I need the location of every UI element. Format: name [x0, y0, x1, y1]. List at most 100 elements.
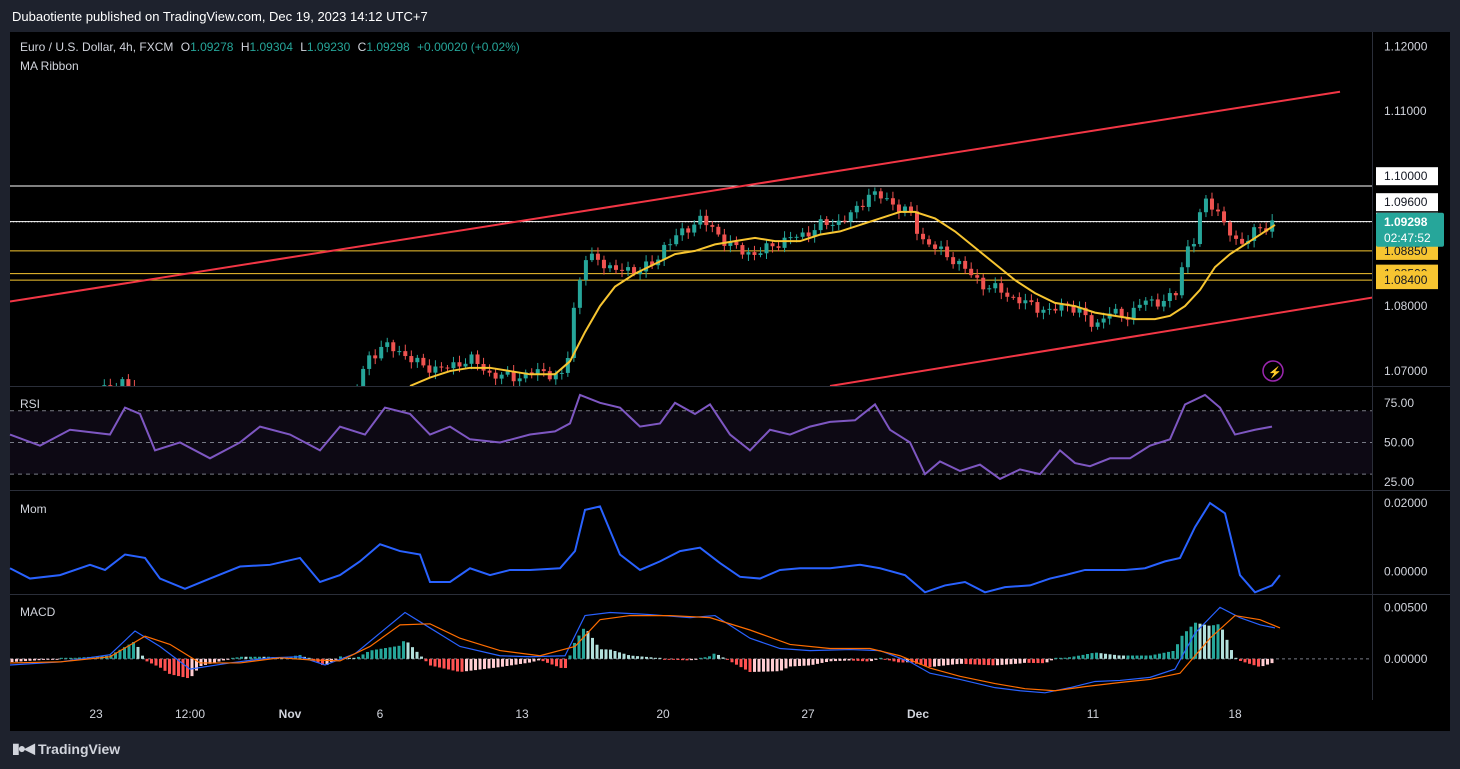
- candle-body: [908, 206, 913, 212]
- macd-histogram-bar: [222, 658, 225, 661]
- macd-histogram-bar: [946, 658, 950, 666]
- candle-body: [674, 235, 679, 245]
- price-level-label-bg: [1376, 193, 1438, 212]
- macd-histogram-bar: [213, 658, 216, 663]
- candle-body: [836, 220, 841, 225]
- macd-histogram-bar: [177, 658, 180, 677]
- macd-histogram-bar: [172, 658, 176, 676]
- mom-axis-tick: 0.00000: [1384, 565, 1428, 579]
- macd-histogram-bar: [856, 658, 860, 661]
- macd-histogram-bar: [1194, 622, 1197, 659]
- macd-histogram-bar: [811, 658, 815, 665]
- macd-histogram-bar: [483, 658, 486, 669]
- close-label: C: [357, 40, 367, 54]
- rsi-line: [9, 393, 1273, 481]
- macd-histogram-bar: [469, 658, 473, 671]
- macd-histogram-bar: [1059, 657, 1062, 659]
- candle-body: [601, 259, 606, 269]
- macd-pane-label[interactable]: MACD: [20, 605, 56, 619]
- macd-histogram-bar: [433, 658, 437, 667]
- candle-body: [638, 271, 643, 275]
- macd-histogram-bar: [987, 658, 990, 666]
- candle-body: [1041, 309, 1046, 313]
- macd-histogram-bar: [1108, 654, 1112, 659]
- candle-body: [385, 342, 390, 347]
- candle-body: [72, 405, 76, 408]
- macd-histogram-bar: [699, 657, 702, 659]
- candle-body: [680, 228, 685, 236]
- candle-body: [824, 219, 829, 225]
- macd-histogram-bar: [892, 658, 896, 662]
- macd-histogram-bar: [1027, 658, 1031, 663]
- candle-body: [577, 280, 582, 308]
- macd-histogram-bar: [397, 645, 401, 659]
- macd-histogram-bar: [424, 658, 428, 662]
- candle-body: [830, 224, 835, 226]
- macd-histogram-bar: [46, 658, 50, 660]
- mom-pane-label[interactable]: Mom: [20, 502, 47, 516]
- macd-histogram-bar: [19, 658, 23, 662]
- macd-histogram-bar: [852, 658, 855, 661]
- ma-ribbon-line: [409, 210, 1276, 386]
- macd-histogram-bar: [627, 655, 630, 659]
- candle-body: [595, 253, 600, 260]
- macd-axis-tick: 0.00500: [1384, 600, 1428, 614]
- macd-histogram-bar: [789, 658, 792, 667]
- macd-histogram-bar: [897, 658, 900, 663]
- candle-body: [770, 243, 775, 247]
- macd-histogram-bar: [690, 658, 693, 661]
- candle-body: [409, 356, 414, 363]
- macd-histogram-bar: [442, 658, 446, 669]
- tradingview-brand[interactable]: ▮●◀ TradingView: [12, 740, 120, 757]
- candle-body: [523, 372, 528, 379]
- macd-histogram-bar: [1000, 658, 1004, 665]
- candle-body: [132, 386, 136, 392]
- rsi-pane-label[interactable]: RSI: [20, 397, 41, 411]
- candle-body: [764, 243, 769, 254]
- macd-histogram-bar: [37, 658, 41, 661]
- macd-histogram-bar: [136, 646, 140, 659]
- indicator-legend[interactable]: MA Ribbon: [20, 59, 79, 73]
- macd-histogram-bar: [748, 658, 752, 672]
- candle-body: [1035, 302, 1040, 313]
- macd-histogram-bar: [1180, 635, 1184, 659]
- candle-body: [782, 237, 787, 248]
- candle-body: [896, 204, 901, 213]
- macd-histogram-bar: [816, 658, 819, 664]
- macd-histogram-bar: [618, 652, 621, 659]
- candle-body: [921, 233, 926, 240]
- macd-histogram-bar: [753, 658, 756, 672]
- macd-histogram-bar: [973, 658, 977, 665]
- macd-histogram-bar: [375, 649, 378, 659]
- macd-histogram-bar: [415, 651, 419, 659]
- macd-histogram-bar: [901, 658, 905, 663]
- macd-histogram-bar: [870, 658, 873, 662]
- macd-histogram-bar: [501, 658, 504, 667]
- candle-body: [620, 269, 625, 271]
- candle-body: [734, 241, 739, 246]
- macd-histogram-bar: [127, 644, 131, 659]
- open-value: 1.09278: [190, 40, 234, 54]
- macd-signal-line: [9, 614, 1281, 692]
- macd-histogram-bar: [798, 658, 801, 666]
- macd-histogram-bar: [546, 658, 549, 663]
- macd-histogram-bar: [568, 655, 572, 659]
- candle-body: [818, 219, 823, 231]
- macd-histogram-bar: [321, 658, 324, 666]
- symbol-title: Euro / U.S. Dollar, 4h, FXCM: [20, 40, 174, 54]
- candle-body: [457, 362, 462, 367]
- macd-histogram-bar: [73, 657, 77, 659]
- candle-body: [451, 362, 456, 369]
- macd-histogram-bar: [240, 656, 243, 659]
- macd-histogram-bar: [658, 657, 662, 659]
- macd-histogram-bar: [726, 658, 729, 660]
- candle-body: [126, 379, 131, 386]
- macd-histogram-bar: [937, 658, 941, 667]
- macd-histogram-bar: [721, 657, 725, 659]
- macd-histogram-bar: [249, 656, 252, 659]
- chart-area[interactable]: [10, 32, 1450, 731]
- candle-body: [138, 393, 142, 395]
- candle-body: [445, 367, 450, 369]
- candle-body: [108, 385, 113, 386]
